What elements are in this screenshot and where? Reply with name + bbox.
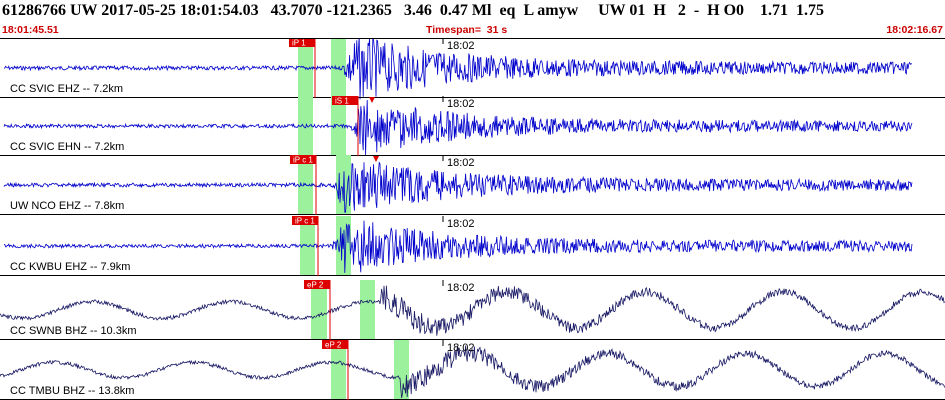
station-label: CC KWBU EHZ -- 7.9km: [10, 261, 130, 273]
pick-flag: [289, 38, 315, 47]
station-label: CC SVIC EHN -- 7.2km: [10, 141, 124, 153]
trace-row[interactable]: 18:02 iP c 1 CC KWBU EHZ -- 7.9km: [0, 216, 945, 276]
end-time: 18:02:16.67: [886, 24, 943, 36]
time-mark: 18:02: [447, 282, 475, 294]
pick-window: [360, 280, 375, 340]
pick-window: [394, 340, 409, 400]
time-mark: 18:02: [447, 98, 475, 110]
waveform: [3, 220, 913, 273]
waveform: [0, 285, 945, 336]
pick-label: iP c 1: [295, 217, 315, 226]
timespan-label: Timespan= 31 s: [426, 24, 508, 36]
pick-label: eP 2: [307, 281, 324, 290]
station-label: UW NCO EHZ -- 7.8km: [10, 200, 124, 212]
pick-window: [311, 280, 327, 340]
pick-label: iP c 1: [293, 156, 313, 165]
trace-row[interactable]: 18:02 iS 1 CC SVIC EHN -- 7.2km: [0, 96, 945, 156]
trace-row[interactable]: 18:02 eP 2 CC SWNB BHZ -- 10.3km: [0, 280, 945, 340]
event-header: 61286766 UW 2017-05-25 18:01:54.03 43.70…: [0, 0, 945, 38]
pick-arrow-icon: [369, 97, 375, 103]
trace-row[interactable]: 18:02 eP 2 CC TMBU BHZ -- 13.8km: [0, 340, 945, 400]
start-time: 18:01:45.51: [2, 24, 59, 36]
time-mark: 18:02: [447, 218, 475, 230]
pick-flag: [290, 155, 316, 164]
pick-window: [298, 96, 313, 156]
event-title: 61286766 UW 2017-05-25 18:01:54.03 43.70…: [2, 2, 825, 19]
station-label: CC SVIC EHZ -- 7.2km: [10, 83, 123, 95]
station-label: CC SWNB BHZ -- 10.3km: [10, 325, 137, 337]
pick-window: [331, 340, 346, 400]
trace-row[interactable]: 18:02 iP 1 CC SVIC EHZ -- 7.2km: [0, 38, 945, 100]
pick-flag: [332, 96, 358, 105]
pick-window: [298, 155, 313, 215]
pick-label: iP 1: [292, 39, 306, 48]
station-label: CC TMBU BHZ -- 13.8km: [10, 385, 134, 397]
pick-label: iS 1: [335, 97, 349, 106]
time-mark: 18:02: [447, 40, 475, 52]
pick-label: eP 2: [325, 341, 342, 350]
waveform: [3, 99, 913, 156]
pick-flag: [304, 280, 330, 289]
waveform: [0, 345, 945, 398]
trace-row[interactable]: 18:02 iP c 1 UW NCO EHZ -- 7.8km: [0, 155, 945, 215]
pick-flag: [322, 340, 348, 349]
seismogram-panel[interactable]: 18:02 iP 1 CC SVIC EHZ -- 7.2km 18:02 iS 1 CC…: [0, 38, 945, 400]
pick-flag: [292, 216, 318, 225]
time-mark: 18:02: [447, 342, 475, 354]
waveform: [3, 161, 913, 213]
pick-arrow-icon: [373, 156, 379, 162]
waveform: [3, 38, 913, 100]
time-mark: 18:02: [447, 157, 475, 169]
